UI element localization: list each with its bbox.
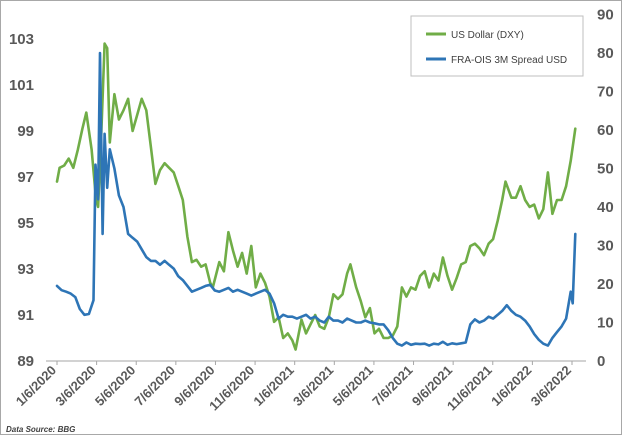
y-right-tick-label: 20: [597, 276, 614, 293]
legend-box: [410, 15, 584, 77]
x-tick-label: 1/6/2022: [488, 363, 534, 409]
y-right-tick-label: 0: [597, 353, 605, 370]
y-left-tick-label: 101: [9, 77, 34, 94]
data-source-note: Data Source: BBG: [6, 425, 75, 434]
y-left-tick-label: 91: [17, 307, 34, 324]
y-right-tick-label: 50: [597, 161, 614, 178]
legend-label-us-dollar: US Dollar (DXY): [451, 30, 524, 41]
series-line-fra-ois: [55, 51, 577, 347]
y-right-tick-label: 90: [597, 7, 614, 24]
x-axis-ticks: 1/6/20203/6/20205/6/20207/6/20209/6/2020…: [13, 361, 574, 414]
series-line-us-dollar: [55, 42, 577, 351]
x-tick-label: 7/6/2020: [132, 363, 178, 409]
y-right-tick-label: 30: [597, 238, 614, 255]
y-left-tick-label: 89: [17, 353, 34, 370]
y-left-tick-label: 93: [17, 261, 34, 278]
legend-label-fra-ois: FRA-OIS 3M Spread USD: [451, 55, 567, 66]
x-tick-label: 7/6/2021: [369, 363, 415, 409]
x-tick-label: 1/6/2021: [250, 363, 296, 409]
y-left-tick-label: 99: [17, 123, 34, 140]
y-left-tick-label: 97: [17, 169, 34, 186]
series-layer: [55, 42, 577, 351]
y-right-tick-label: 80: [597, 45, 614, 62]
y-right-tick-label: 60: [597, 122, 614, 139]
y-left-tick-label: 103: [9, 31, 34, 48]
y-left-axis-ticks: 103 101 99 97 95 93 91 89: [9, 31, 34, 370]
x-tick-label: 5/6/2021: [330, 363, 376, 409]
y-right-tick-label: 10: [597, 315, 614, 332]
x-tick-label: 5/6/2020: [92, 363, 138, 409]
x-tick-label: 3/6/2021: [290, 363, 336, 409]
y-right-tick-label: 70: [597, 84, 614, 101]
x-tick-label: 3/6/2022: [528, 363, 574, 409]
y-right-axis-ticks: 90 80 70 60 50 40 30 20 10 0: [597, 7, 614, 371]
legend: US Dollar (DXY) FRA-OIS 3M Spread USD: [410, 15, 584, 77]
y-left-tick-label: 95: [17, 215, 34, 232]
x-tick-label: 3/6/2020: [52, 363, 98, 409]
y-right-tick-label: 40: [597, 199, 614, 216]
